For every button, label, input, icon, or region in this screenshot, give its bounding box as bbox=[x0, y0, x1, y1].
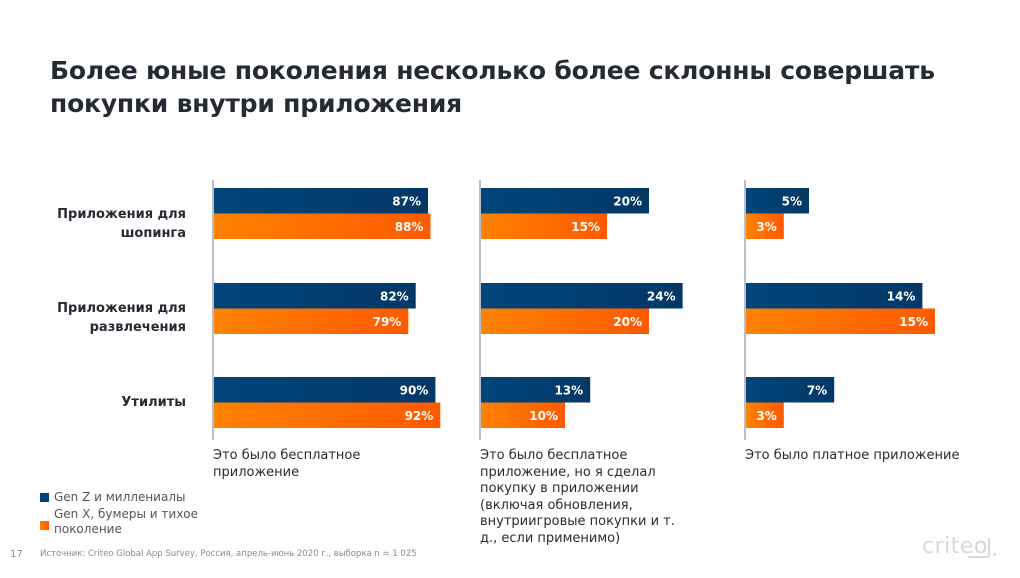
bar-panel0-genx-cat1 bbox=[214, 308, 409, 334]
bar-panel1-genz-cat1 bbox=[481, 283, 683, 309]
slide-title: Более юные поколения несколько более скл… bbox=[50, 56, 935, 118]
bar-panel1-genz-cat2 bbox=[481, 377, 591, 403]
legend-label: поколение bbox=[54, 522, 122, 536]
criteo-logo-mark bbox=[968, 538, 990, 558]
data-label-panel2-genz-cat2: 7% bbox=[807, 383, 827, 397]
legend-label: Gen X, бумеры и тихое bbox=[54, 507, 199, 521]
category-label-entertainment: Приложения для развлечения bbox=[0, 299, 186, 337]
data-label-panel0-genx-cat1: 79% bbox=[373, 315, 402, 329]
category-label-shopping: Приложения для шопинга bbox=[0, 205, 186, 243]
caption-line: Это было платное приложение bbox=[745, 448, 960, 463]
category-label-line: Приложения для bbox=[57, 301, 186, 316]
bar-panel2-genx-cat0 bbox=[746, 213, 784, 239]
bar-panel0-genz-cat2 bbox=[214, 377, 436, 403]
category-label-line: шопинга bbox=[120, 226, 186, 241]
panel-caption-free-with-purchase: Это было бесплатное приложение, но я сде… bbox=[480, 448, 720, 547]
legend-label: Gen Z и миллениалы bbox=[54, 490, 186, 504]
data-label-panel0-genz-cat1: 82% bbox=[380, 289, 409, 303]
page-number: 17 bbox=[10, 549, 23, 560]
caption-line: приложение, но я сделал bbox=[480, 464, 656, 480]
bar-panel2-genz-cat2 bbox=[746, 377, 835, 403]
data-label-panel0-genz-cat0: 87% bbox=[392, 194, 421, 208]
data-label-panel2-genx-cat0: 3% bbox=[756, 220, 776, 234]
data-label-panel2-genx-cat1: 15% bbox=[899, 315, 928, 329]
data-label-panel2-genz-cat0: 5% bbox=[782, 194, 802, 208]
bar-panel2-genx-cat2 bbox=[746, 402, 784, 428]
bar-panel2-genx-cat1 bbox=[746, 308, 935, 334]
data-label-panel1-genx-cat1: 20% bbox=[613, 315, 642, 329]
legend-swatch-genx bbox=[40, 521, 49, 530]
caption-line: Это было бесплатное bbox=[480, 448, 628, 463]
data-label-panel0-genx-cat2: 92% bbox=[405, 409, 434, 423]
caption-line: внутриигровые покупки и т. bbox=[480, 514, 675, 529]
data-label-panel1-genx-cat2: 10% bbox=[529, 409, 558, 423]
bar-panel0-genz-cat0 bbox=[214, 188, 429, 214]
bar-panel1-genx-cat0 bbox=[481, 213, 607, 239]
data-label-panel1-genz-cat2: 13% bbox=[554, 383, 583, 397]
caption-line: д., если применимо) bbox=[480, 530, 621, 546]
bar-panel0-genx-cat2 bbox=[214, 402, 441, 428]
legend-item-genx: Gen X, бумеры и тихое поколение bbox=[40, 507, 198, 537]
bar-panel0-genz-cat1 bbox=[214, 283, 416, 309]
data-label-panel1-genx-cat0: 15% bbox=[571, 220, 600, 234]
data-label-panel2-genx-cat2: 3% bbox=[756, 409, 776, 423]
bar-panel1-genz-cat0 bbox=[481, 188, 649, 214]
caption-line: приложение bbox=[213, 464, 300, 480]
category-label-line: Приложения для bbox=[57, 207, 186, 222]
category-label-line: развлечения bbox=[89, 320, 186, 335]
data-label-panel1-genz-cat0: 20% bbox=[613, 194, 642, 208]
data-label-panel2-genz-cat1: 14% bbox=[887, 289, 916, 303]
caption-line: покупку в приложении bbox=[480, 481, 639, 496]
category-label-utilities: Утилиты bbox=[0, 393, 186, 412]
legend: Gen Z и миллениалы Gen X, бумеры и тихое… bbox=[40, 490, 198, 537]
data-label-panel0-genx-cat0: 88% bbox=[395, 220, 424, 234]
criteo-logo: criteo bbox=[922, 534, 988, 559]
data-label-panel0-genz-cat2: 90% bbox=[400, 383, 429, 397]
criteo-logo-dot bbox=[993, 553, 996, 556]
panel-caption-paid: Это было платное приложение bbox=[745, 448, 1005, 465]
bar-panel2-genz-cat0 bbox=[746, 188, 809, 214]
bar-panel1-genx-cat2 bbox=[481, 402, 565, 428]
legend-item-genz: Gen Z и миллениалы bbox=[40, 490, 198, 505]
caption-line: Это было бесплатное bbox=[213, 448, 361, 463]
category-label-line: Утилиты bbox=[121, 395, 186, 410]
caption-line: (включая обновления, bbox=[480, 497, 633, 513]
source-note: Источник: Criteo Global App Survey, Росс… bbox=[40, 549, 417, 559]
bar-panel1-genx-cat1 bbox=[481, 308, 649, 334]
data-label-panel1-genz-cat1: 24% bbox=[647, 289, 676, 303]
bar-panel0-genx-cat0 bbox=[214, 213, 431, 239]
panel-caption-free: Это было бесплатное приложение bbox=[213, 448, 433, 481]
legend-swatch-genz bbox=[40, 493, 49, 502]
bar-panel2-genz-cat1 bbox=[746, 283, 923, 309]
